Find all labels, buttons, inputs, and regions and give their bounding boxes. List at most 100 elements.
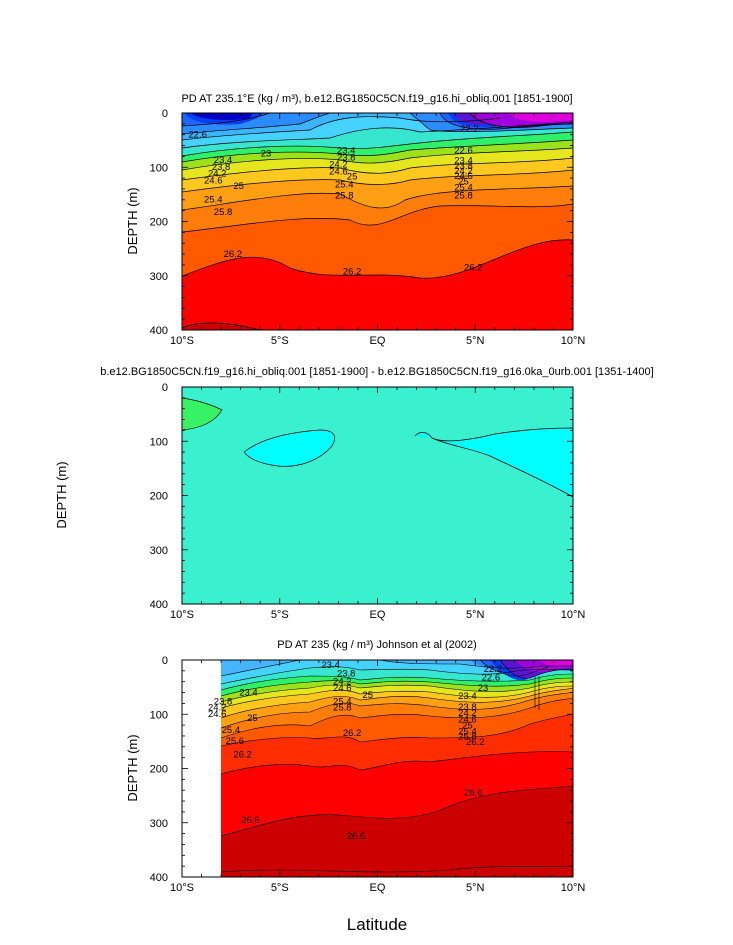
panel-2-title: b.e12.BG1850C5CN.f19_g16.hi_obliq.001 [1… bbox=[100, 366, 653, 378]
y-tick-label: 300 bbox=[150, 271, 168, 283]
panel-difference: b.e12.BG1850C5CN.f19_g16.hi_obliq.001 [1… bbox=[54, 366, 654, 621]
contour-label: 25.8 bbox=[458, 732, 477, 743]
contour-label: 26.2 bbox=[464, 262, 483, 273]
contour-line bbox=[220, 673, 573, 691]
contour-label: 23.8 bbox=[454, 161, 473, 172]
x-tick-label: 5°N bbox=[466, 882, 485, 894]
y-tick-label: 0 bbox=[162, 382, 168, 394]
contour-label: 23.4 bbox=[454, 155, 473, 166]
contour-label: 24.2 bbox=[333, 676, 352, 687]
contour-label: 23 bbox=[261, 148, 272, 159]
contour-label: 24.6 bbox=[333, 683, 352, 694]
contour-label: 25.8 bbox=[454, 191, 473, 202]
contour-label: 26.2 bbox=[343, 267, 362, 278]
y-tick-label: 400 bbox=[150, 599, 168, 611]
contour-line bbox=[182, 239, 573, 279]
panel-observed-density: PD AT 235 (kg / m³) Johnson et al (2002) bbox=[125, 639, 585, 894]
contour-label: 24.2 bbox=[329, 159, 348, 170]
contour-label: 25.8 bbox=[333, 702, 352, 713]
contour-line bbox=[182, 116, 501, 141]
contour-line bbox=[220, 660, 301, 677]
contour-line bbox=[220, 865, 573, 873]
contour-line bbox=[220, 751, 573, 775]
contour-line bbox=[182, 113, 331, 135]
contour-label: 23.8 bbox=[458, 702, 477, 713]
contour-label: 25.8 bbox=[335, 191, 354, 202]
contour-line bbox=[182, 147, 573, 171]
y-tick-label: 300 bbox=[150, 818, 168, 830]
difference-region bbox=[182, 397, 223, 431]
contour-label: 26.2 bbox=[343, 728, 362, 739]
y-tick-label: 200 bbox=[150, 764, 168, 776]
contour-line bbox=[220, 666, 573, 685]
contour-label: 23.4 bbox=[458, 691, 477, 702]
contour-label: 25.4 bbox=[454, 183, 473, 194]
contour-label: 24.6 bbox=[454, 171, 473, 182]
y-tick-label: 200 bbox=[150, 491, 168, 503]
contour-label: 23.8 bbox=[214, 696, 233, 707]
contour-label: 25 bbox=[347, 172, 358, 183]
contour-line bbox=[182, 203, 573, 233]
contour-label: 24.6 bbox=[329, 166, 348, 177]
contour-label: 22.2 bbox=[460, 124, 479, 135]
contour-line bbox=[182, 131, 573, 157]
contour-line bbox=[182, 185, 573, 211]
contour-line bbox=[182, 121, 573, 149]
contour-label: 22.6 bbox=[482, 673, 501, 684]
contour-label: 25.4 bbox=[222, 725, 241, 736]
y-tick-label: 100 bbox=[150, 162, 168, 174]
x-tick-label: 10°N bbox=[561, 882, 586, 894]
contour-line bbox=[220, 685, 573, 709]
y-tick-label: 400 bbox=[150, 872, 168, 884]
panel-3-title: PD AT 235 (kg / m³) Johnson et al (2002) bbox=[277, 639, 477, 651]
x-tick-label: EQ bbox=[370, 335, 386, 347]
contour-label: 25.4 bbox=[335, 179, 354, 190]
contour-label: 25 bbox=[247, 713, 258, 724]
density-band bbox=[221, 660, 300, 676]
x-tick-label: EQ bbox=[370, 609, 386, 621]
difference-region bbox=[414, 427, 573, 498]
contour-line bbox=[182, 157, 573, 181]
contour-label: 23.4 bbox=[321, 660, 340, 671]
contour-line bbox=[469, 113, 573, 128]
contour-line bbox=[182, 139, 573, 163]
x-tick-label: 5°S bbox=[271, 335, 289, 347]
contour-line bbox=[182, 169, 573, 193]
x-tick-label: 10°S bbox=[170, 335, 194, 347]
contour-label: 25.8 bbox=[214, 207, 233, 218]
panel-1-ylabel: DEPTH (m) bbox=[125, 187, 140, 254]
contour-line bbox=[220, 681, 573, 703]
density-band bbox=[510, 113, 573, 122]
x-tick-label: 5°N bbox=[466, 335, 485, 347]
y-tick-label: 0 bbox=[162, 655, 168, 667]
contour-line bbox=[220, 713, 573, 747]
x-tick-label: 10°N bbox=[561, 609, 586, 621]
contour-label: 25 bbox=[462, 720, 473, 731]
contour-label: 25.4 bbox=[458, 726, 477, 737]
contour-line bbox=[220, 687, 573, 719]
contour-label: 24.6 bbox=[458, 714, 477, 725]
contour-line bbox=[220, 691, 573, 729]
contour-label: 24.2 bbox=[454, 166, 473, 177]
difference-region bbox=[243, 429, 335, 467]
contour-label: 26.6 bbox=[347, 831, 366, 842]
contour-label: 26.2 bbox=[233, 750, 252, 761]
x-tick-label: EQ bbox=[370, 882, 386, 894]
contour-label: 23.8 bbox=[337, 153, 356, 164]
contour-label: 23.8 bbox=[212, 162, 231, 173]
contour-line bbox=[499, 660, 573, 679]
contour-line bbox=[220, 785, 573, 837]
x-tick-label: 5°S bbox=[271, 609, 289, 621]
contour-label: 25.6 bbox=[226, 736, 245, 747]
density-band bbox=[540, 660, 573, 667]
panel-2-ylabel: DEPTH (m) bbox=[54, 461, 69, 528]
contour-label: 24.2 bbox=[458, 708, 477, 719]
contour-label: 22.2 bbox=[484, 664, 503, 675]
contour-label: 23.4 bbox=[214, 155, 233, 166]
contour-label: 23.4 bbox=[239, 687, 258, 698]
contour-label: 23 bbox=[478, 683, 489, 694]
x-tick-label: 10°S bbox=[170, 609, 194, 621]
y-tick-label: 100 bbox=[150, 436, 168, 448]
contour-label: 23.8 bbox=[337, 668, 356, 679]
y-tick-label: 400 bbox=[150, 325, 168, 337]
